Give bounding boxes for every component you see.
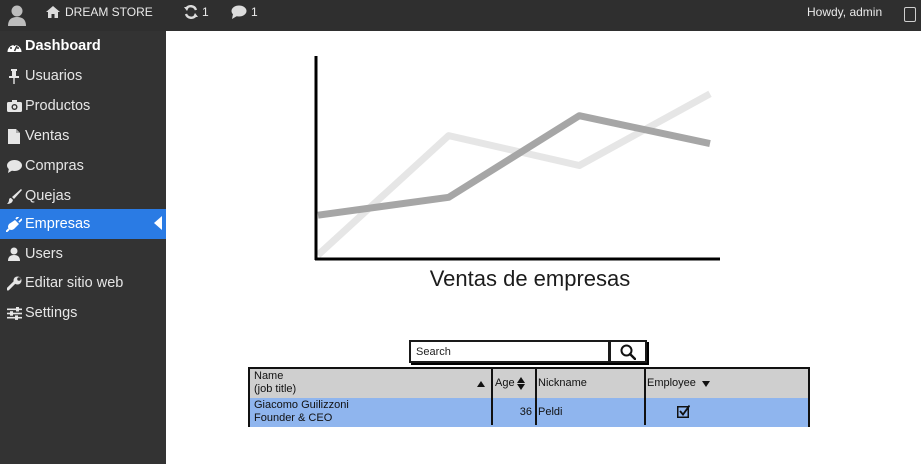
sort-both-icon[interactable] [517,377,525,390]
search-button[interactable] [609,340,647,363]
logout-icon[interactable] [904,7,916,22]
cell-nickname: Peldi [538,406,563,418]
cell-age: 36 [519,406,532,418]
sidebar-item-label: Users [25,246,63,262]
table-row[interactable]: Giacomo Guilizzoni Founder & CEO 36 Peld… [250,398,808,427]
sales-line-chart [314,56,720,261]
comment-icon [231,5,247,19]
header-name[interactable]: Name (job title) [254,370,297,395]
sidebar-item-settings[interactable]: Settings [0,298,166,328]
sidebar-item-label: Quejas [25,188,71,204]
comment-icon [6,158,22,174]
wrench-icon [6,275,22,291]
sidebar-item-compras[interactable]: Compras [0,151,166,181]
dashboard-icon [6,38,22,54]
sidebar-item-label: Dashboard [25,38,101,54]
sidebar-item-editar-sitio-web[interactable]: Editar sitio web [0,268,166,298]
cell-name: Giacomo Guilizzoni Founder & CEO [254,399,349,424]
camera-icon [6,98,22,114]
header-nickname[interactable]: Nickname [538,377,587,389]
sidebar-item-users[interactable]: Users [0,239,166,269]
sliders-icon [6,305,22,321]
brush-icon [6,188,22,204]
comments-count: 1 [251,5,258,19]
user-avatar-icon[interactable] [7,4,27,26]
account-greeting[interactable]: Howdy, admin [807,5,883,19]
chart-series-line [317,112,711,219]
sidebar-item-usuarios[interactable]: Usuarios [0,61,166,91]
chart-series-line [315,90,712,258]
sidebar-item-label: Empresas [25,216,91,232]
pin-icon [6,68,22,84]
user-icon [6,246,22,262]
chart-title: Ventas de empresas [429,266,631,291]
sidebar-item-label: Editar sitio web [25,275,124,291]
plug-icon [6,216,22,232]
sidebar-item-label: Settings [25,305,78,321]
column-divider [491,369,493,425]
header-employee[interactable]: Employee [647,377,696,389]
sidebar-item-label: Ventas [25,128,70,144]
active-indicator-icon [154,216,162,230]
sort-descending-icon[interactable] [702,381,710,387]
admin-top-bar: DREAM STORE 1 1 Howdy, admin [0,0,921,31]
home-icon [46,6,60,18]
updates-count: 1 [202,5,209,19]
document-icon [6,128,22,144]
employees-table: Name (job title) Age Nickname Employee G… [248,367,810,427]
sort-ascending-icon[interactable] [477,381,485,387]
header-age[interactable]: Age [495,377,515,389]
employee-checkbox[interactable] [677,405,690,418]
updates-link[interactable]: 1 [183,5,209,19]
sidebar-item-empresas[interactable]: Empresas [0,209,166,239]
sidebar-item-label: Productos [25,98,91,114]
sidebar-item-label: Compras [25,158,84,174]
comments-link[interactable]: 1 [231,5,258,19]
store-home-link[interactable]: DREAM STORE [46,5,153,19]
table-header: Name (job title) Age Nickname Employee [250,369,808,398]
search-icon [620,344,636,360]
admin-sidebar: Dashboard Usuarios Productos Ventas Comp… [0,31,166,464]
sidebar-item-quejas[interactable]: Quejas [0,181,166,211]
sidebar-item-productos[interactable]: Productos [0,91,166,121]
sidebar-item-label: Usuarios [25,68,83,84]
column-divider [535,369,537,425]
refresh-icon [184,5,198,19]
search-input[interactable] [409,340,609,363]
sidebar-item-ventas[interactable]: Ventas [0,121,166,151]
sidebar-item-dashboard[interactable]: Dashboard [0,31,166,61]
store-name: DREAM STORE [65,5,153,19]
chart-series-group [315,90,712,258]
column-divider [644,369,646,425]
